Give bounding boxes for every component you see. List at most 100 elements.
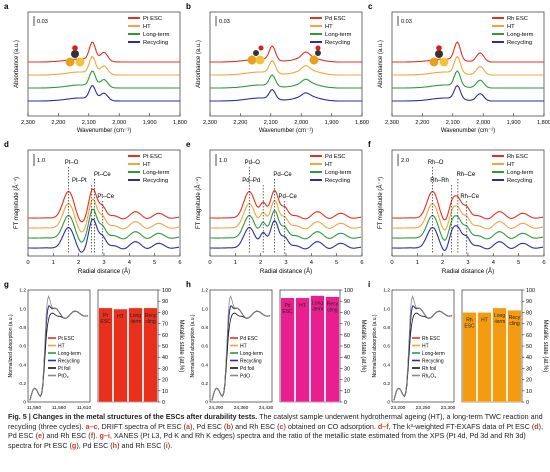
x-tick-label: 2,300 [385, 120, 399, 126]
y-tick-label: 50 [162, 344, 168, 350]
y-tick-label: 0.6 [201, 344, 208, 350]
x-tick-label: 23,250 [416, 405, 431, 410]
ft-magnitude-line [392, 202, 544, 231]
legend-label: HT [143, 24, 151, 30]
molecule-icon [255, 55, 265, 65]
metallic-state-bar [143, 307, 158, 403]
plot-frame [27, 11, 181, 117]
molecule-icon [315, 50, 321, 56]
y-tick-label: 50 [526, 344, 532, 350]
x-axis-label: Radial distance (Å) [260, 268, 312, 275]
molecule-icon [309, 55, 319, 65]
y-axis-label: FT magnitude (Å⁻⁴) [195, 177, 202, 229]
x-tick-label: 0 [26, 260, 29, 266]
caption-text: ), Pd ESC ( [76, 440, 113, 450]
y-tick-label: 1.2 [19, 288, 26, 294]
x-tick-label: 3 [284, 260, 287, 266]
x-tick-label: 1,900 [325, 120, 339, 126]
y-tick-label: 0.2 [201, 381, 208, 387]
molecule-icon [75, 57, 85, 67]
legend-label: Recycling [422, 359, 444, 365]
ft-magnitude-line [28, 188, 180, 223]
caption-text: ) obtained on CO adsorption. [283, 421, 378, 431]
panel-letter: f [368, 140, 371, 149]
y-tick-label: 30 [162, 366, 168, 372]
plot-frame [209, 11, 363, 117]
caption-panel-ref: g [71, 440, 77, 450]
legend-label: HT [325, 24, 333, 30]
y-axis-label: FT magnitude (Å⁻⁴) [377, 177, 384, 229]
legend-label: Long-term [240, 351, 263, 357]
x-tick-label: 11,610 [77, 405, 92, 410]
bond-annotation: Pt–O [65, 160, 79, 166]
legend-label: Recycling [507, 40, 532, 46]
spectrum-line [28, 41, 180, 63]
legend-label: HT [507, 162, 515, 168]
legend-label: HT [58, 344, 65, 350]
y-tick-label: 1.2 [383, 288, 390, 294]
xanes-curve [211, 294, 271, 401]
molecule-icon [436, 45, 442, 51]
y-tick-label: 1.0 [201, 306, 208, 312]
x-tick-label: 1 [52, 260, 55, 266]
ft-magnitude-line [210, 210, 362, 240]
caption-panel-ref: d–f [377, 421, 389, 431]
ft-magnitude-line [210, 220, 362, 250]
x-tick-label: 4 [128, 260, 132, 266]
spectrum-line [210, 74, 362, 89]
xanes-panel-h: h Normalized absorption (a.u.) 0 0.2 0.4 0.6 0… [186, 280, 366, 410]
y-tick-label: 0.4 [19, 362, 26, 368]
ft-magnitude-line [392, 190, 544, 221]
bar-label: cling [509, 321, 520, 327]
y-tick-label: 80 [344, 310, 350, 316]
y-tick-label: 0 [387, 400, 390, 406]
y-tick-label: 0 [205, 400, 208, 406]
molecule-icon [247, 55, 257, 65]
caption-panel-ref: i [165, 440, 168, 450]
y-axis-label: Normalized absorption (a.u.) [372, 314, 378, 377]
plot-frame [391, 149, 545, 257]
x-tick-label: 2,000 [476, 120, 490, 126]
y-tick-label: 30 [344, 366, 350, 372]
molecule-icon [65, 57, 75, 67]
caption-text: ). [93, 431, 100, 441]
bar-label: Long [130, 313, 141, 319]
x-tick-label: 6 [542, 260, 545, 266]
x-axis-label: Radial distance (Å) [78, 268, 130, 275]
y-tick-label: 0.2 [383, 381, 390, 387]
y-tick-label: 100 [162, 288, 171, 294]
x-tick-label: 3 [102, 260, 105, 266]
legend-label: Recycling [325, 40, 350, 46]
plot-frame [27, 149, 181, 257]
panel-letter: a [4, 2, 9, 11]
y-tick-label: 20 [344, 378, 350, 384]
legend-label: Recycling [58, 359, 80, 365]
y-tick-label: 10 [526, 389, 532, 395]
legend-label: Pt ESC [58, 336, 75, 342]
y-tick-label: 20 [526, 378, 532, 384]
y-tick-label: 20 [162, 378, 168, 384]
x-tick-label: 2,100 [446, 120, 460, 126]
legend-label: Long-term [422, 351, 445, 357]
legend-label: Rh ESC [422, 336, 440, 342]
y-axis-label: Absorbance (a.u.) [196, 40, 202, 88]
exafs-panel-e: e FT magnitude (Å⁻⁴) 0 1 2 3 4 5 6 Radial distanc… [186, 140, 364, 275]
y-tick-label: 70 [344, 322, 350, 328]
metallic-state-bar [113, 308, 128, 403]
x-tick-label: 24,290 [209, 405, 224, 410]
caption-panel-ref: f [90, 431, 94, 441]
x-tick-label: 2 [259, 260, 262, 266]
panel-letter: g [4, 280, 9, 289]
molecule-icon [439, 57, 449, 67]
spectrum-line [210, 45, 362, 63]
molecule-icon [253, 50, 259, 56]
bar-label: cling [145, 319, 156, 325]
bond-annotation: Pd–Ce [273, 172, 292, 178]
x-tick-label: 2,100 [82, 120, 96, 126]
y-tick-label: 80 [162, 310, 168, 316]
molecule-icon [315, 45, 321, 51]
legend-label: Recycling [143, 178, 168, 184]
panel-letter: b [186, 2, 191, 11]
y-tick-label: 0.8 [383, 325, 390, 331]
bar-label: Recy [509, 315, 521, 321]
